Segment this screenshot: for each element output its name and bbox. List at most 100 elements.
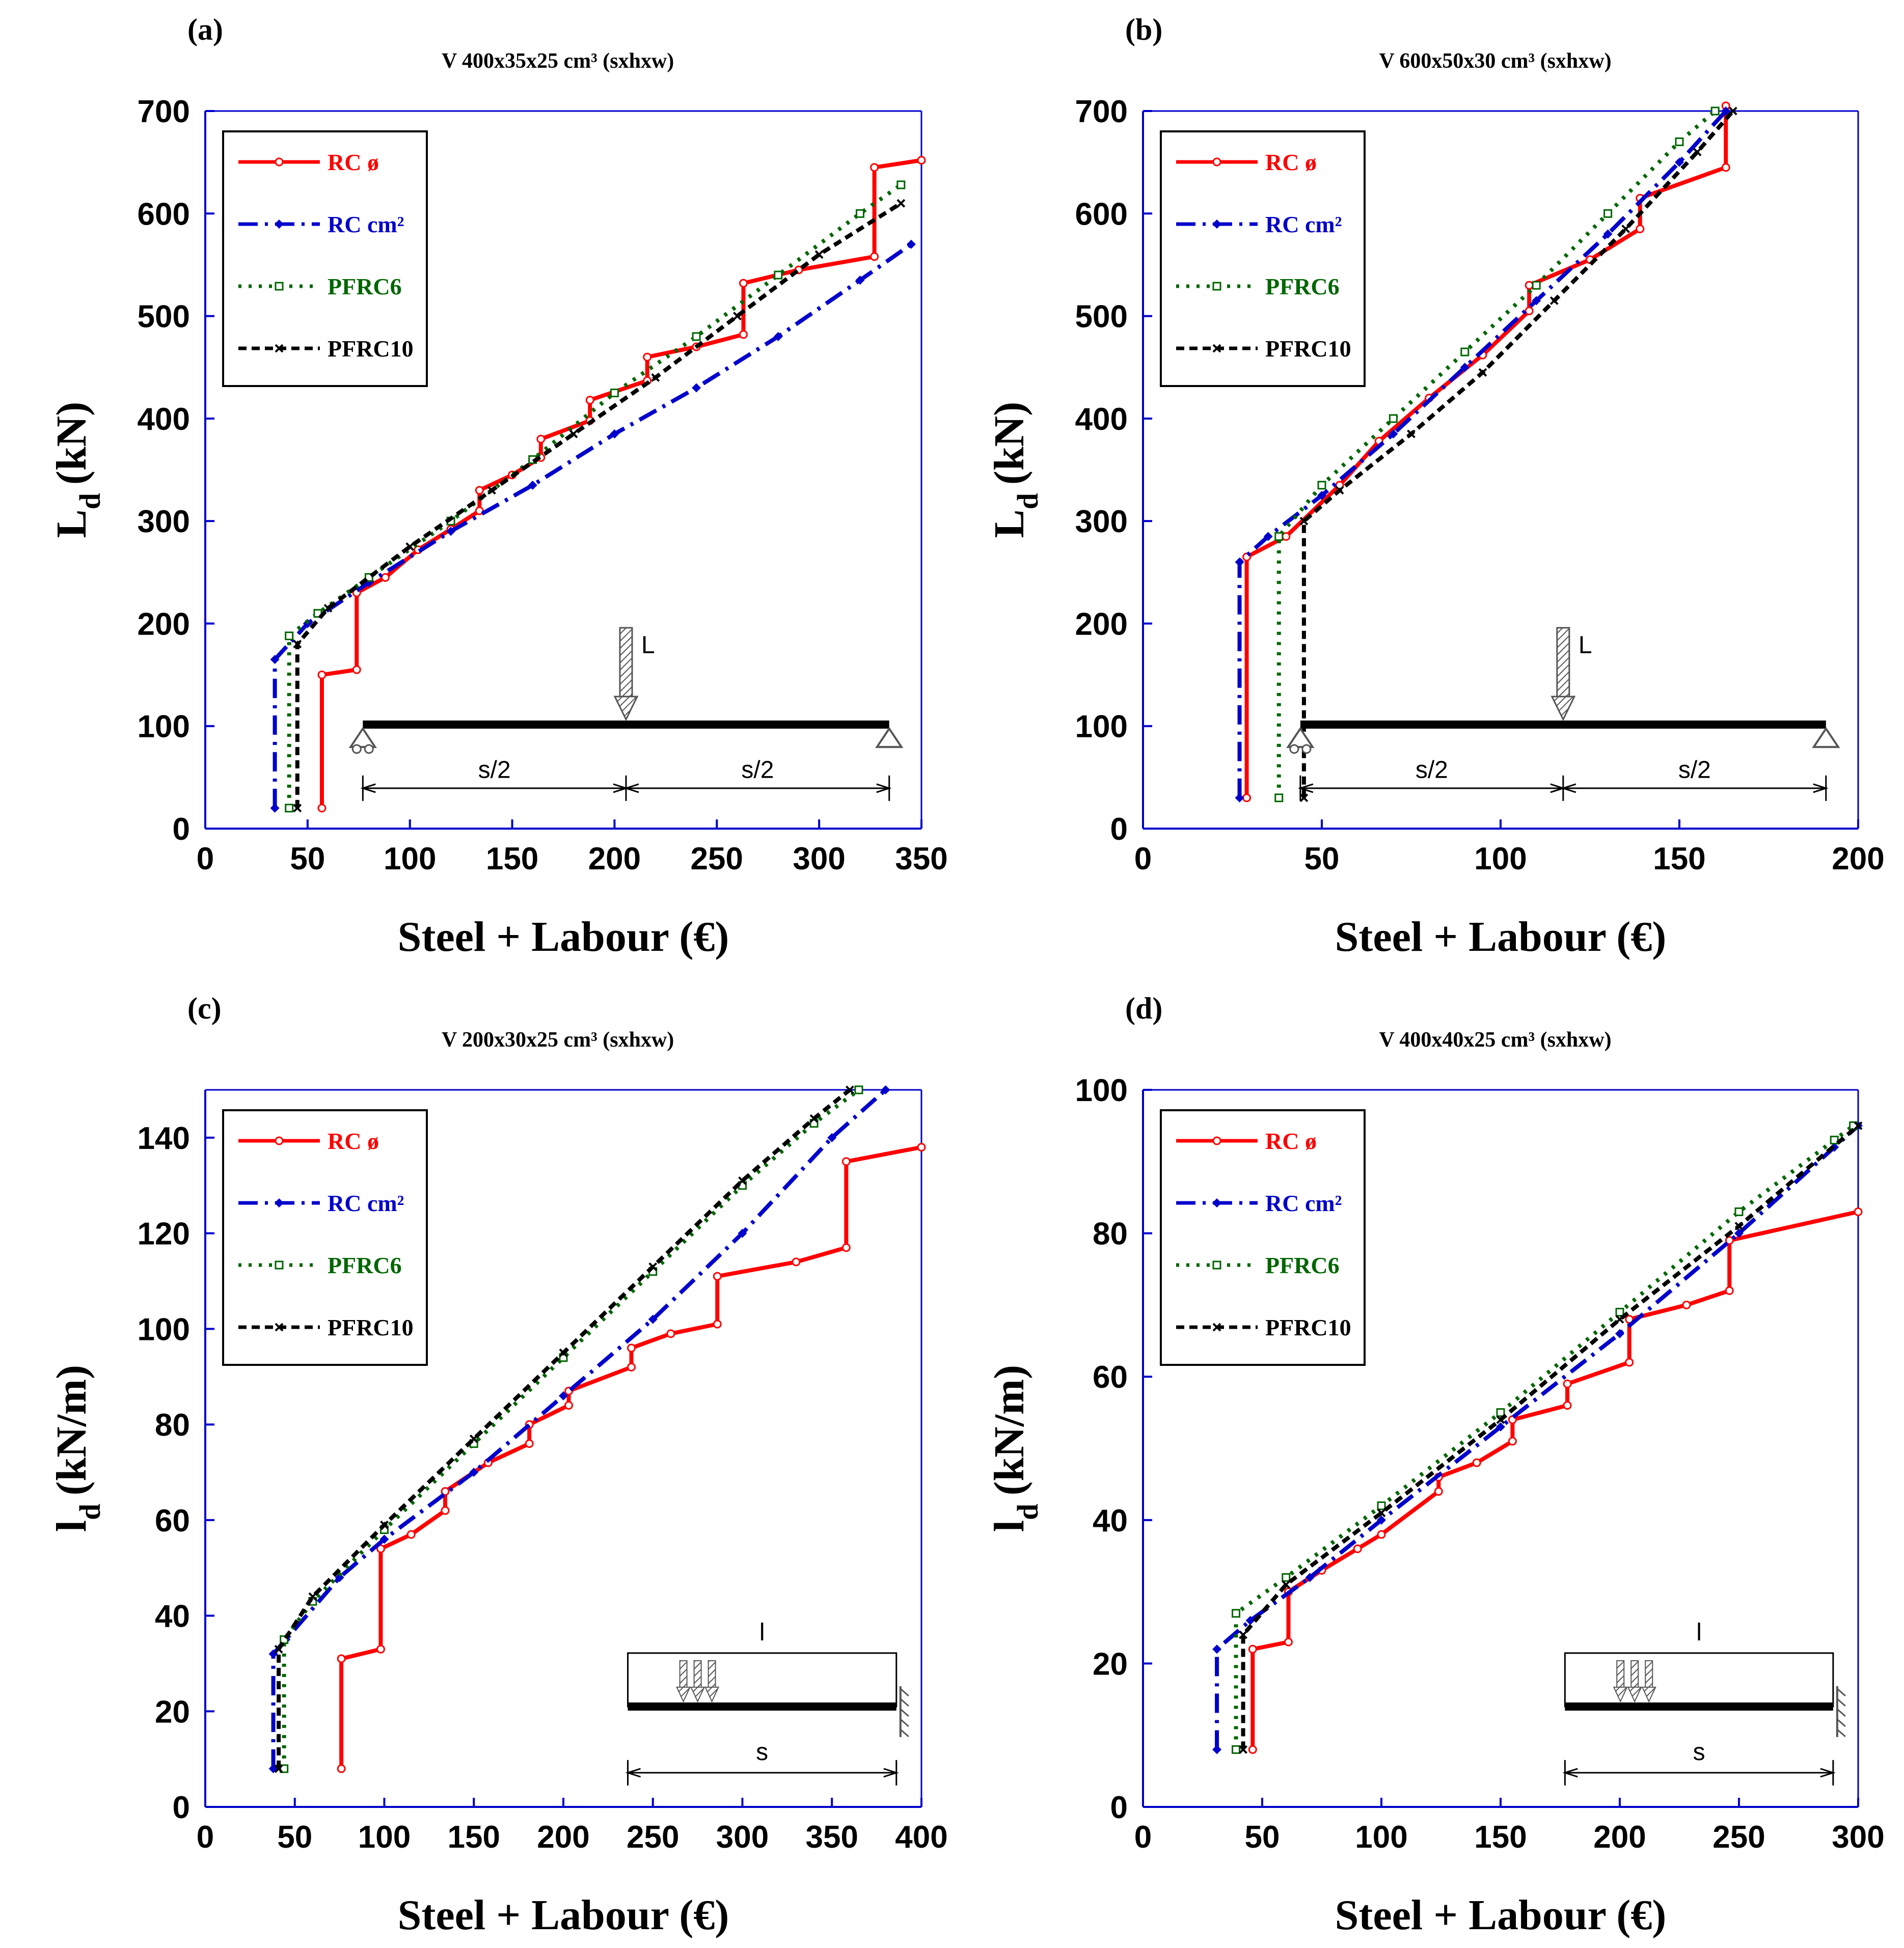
data-point [1434,1487,1443,1496]
legend-label: RC cm² [328,1190,404,1216]
panel-title: V 400x40x25 cm³ (sxhxw) [1379,1028,1611,1052]
data-point [1625,1358,1634,1367]
y-axis-title-subscript: d [73,1504,106,1520]
data-point [352,665,361,674]
y-tick-label: 700 [138,94,190,129]
x-tick-label: 150 [1474,1820,1527,1855]
data-point [569,429,578,438]
series-pfrc6 [1274,106,1720,803]
series-line [1237,109,1728,798]
data-point [1532,281,1541,290]
data-point [854,1085,863,1094]
data-point [1274,793,1284,803]
span-label: s [756,1739,768,1766]
roller-icon [1301,744,1312,754]
load-label: l [1696,1619,1702,1646]
legend-marker [1212,282,1221,291]
data-point [1496,1408,1505,1417]
legend-marker [275,1136,284,1145]
x-tick-label: 100 [384,841,436,876]
x-tick-label: 150 [448,1820,500,1855]
data-point [1239,1745,1247,1754]
x-tick-label: 200 [1832,841,1884,876]
load-arrow-icon [1551,696,1576,722]
legend-label: PFRC10 [328,336,414,362]
y-tick-label: 200 [138,607,190,642]
structural-diagram: ls [1562,1619,1846,1786]
data-point [469,1467,479,1477]
legend-label: PFRC10 [1265,336,1351,362]
legend-label: PFRC6 [328,273,402,299]
data-point [1710,106,1720,116]
load-arrow-shaft [1616,1660,1625,1689]
data-point [1854,1207,1863,1216]
dimension-arrowheads [1297,783,1829,793]
series-pfrc10 [1299,106,1737,803]
data-point [1305,1573,1315,1582]
data-point [274,1764,283,1773]
data-point [1232,1609,1241,1618]
fixed-support-hatch [900,1688,909,1697]
legend-marker [275,157,284,167]
data-point [1248,1644,1257,1654]
legend-label: RC cm² [1265,211,1342,237]
series-rc_phi [317,156,926,813]
panel-letter: (a) [187,13,223,46]
data-point [1478,368,1487,377]
legend-label: PFRC6 [328,1252,402,1278]
y-tick-label: 300 [1075,504,1128,539]
legend-label: PFRC6 [1265,273,1340,299]
y-axis-title-main: L [986,509,1033,538]
x-tick-label: 50 [277,1820,312,1855]
series-line [339,1145,922,1769]
data-point [1212,1745,1222,1754]
data-point [713,1320,722,1329]
y-axis-title: ld (kN/m) [986,1365,1044,1532]
distributed-load-box [1564,1652,1834,1708]
data-point [1603,229,1613,239]
panel-letter: (d) [1125,992,1162,1025]
x-axis-title: Steel + Labour (€) [1335,913,1667,961]
x-tick-label: 100 [1474,841,1527,876]
legend-label: RC cm² [328,211,404,237]
data-point [285,632,294,641]
data-point [406,1530,416,1539]
x-tick-label: 200 [537,1820,589,1855]
series-line [295,201,902,808]
data-point [1242,793,1252,803]
data-point [1563,1379,1572,1388]
y-axis-title-unit: (kN) [986,402,1033,485]
fixed-support-hatch [1836,1718,1846,1727]
legend-marker [275,220,284,229]
y-axis-title-unit: (kN) [48,402,95,485]
legend-label: PFRC10 [1265,1314,1351,1340]
x-tick-label: 250 [691,841,743,876]
data-point [881,1085,890,1094]
data-point [610,389,619,398]
right-span-label: s/2 [1678,757,1711,784]
data-point [841,1157,851,1166]
panel-letter: (b) [1125,13,1162,46]
data-point [1407,429,1416,438]
data-point [738,1176,747,1185]
left-span-label: s/2 [478,757,511,784]
load-arrow-icon [676,1686,691,1703]
panel-letter: (c) [187,992,222,1025]
data-point [1299,793,1309,803]
data-point [585,396,594,405]
data-point [1721,106,1731,116]
data-point [525,1439,534,1448]
data-point [896,180,906,189]
y-tick-label: 500 [138,299,190,335]
x-tick-label: 50 [1304,841,1340,876]
data-point [337,1654,346,1663]
data-point [475,506,484,515]
y-axis-title-main: L [48,509,95,538]
load-arrow-shaft [1556,627,1570,700]
data-point [475,486,484,495]
structural-diagram: Ls/2 s/2 [348,627,904,801]
x-tick-label: 100 [358,1820,411,1855]
data-point [1232,1745,1241,1754]
pin-support-icon [1812,727,1840,748]
